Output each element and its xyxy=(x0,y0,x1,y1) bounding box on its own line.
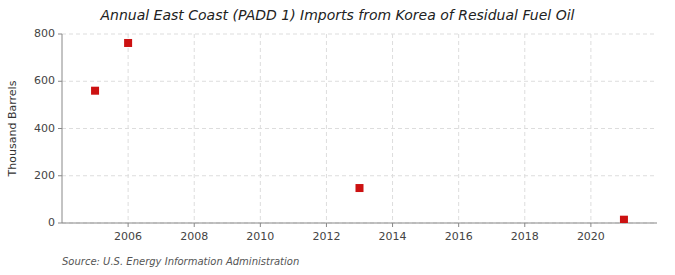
x-tick-label: 2006 xyxy=(114,230,142,243)
y-tick xyxy=(58,175,62,176)
source: Source: U.S. Energy Information Administ… xyxy=(62,256,299,267)
y-tick-label: 0 xyxy=(48,216,55,229)
x-grid-line xyxy=(326,34,327,223)
y-tick-label: 400 xyxy=(34,122,55,135)
x-tick xyxy=(524,223,525,227)
x-tick xyxy=(458,223,459,227)
x-grid-line xyxy=(260,34,261,223)
point xyxy=(620,216,628,223)
point xyxy=(356,184,364,192)
x-tick xyxy=(590,223,591,227)
x-tick-label: 2016 xyxy=(445,230,473,243)
x-tick-label: 2008 xyxy=(180,230,208,243)
y-tick xyxy=(58,81,62,82)
x-grid-line xyxy=(128,34,129,223)
y-axis-title: Thousand Barrels xyxy=(6,80,19,177)
title: Annual East Coast (PADD 1) Imports from … xyxy=(100,7,575,23)
points xyxy=(91,39,628,223)
chart-svg: 0 200 400 600 800 2006 2008 2010 2012 2014 2016 201… xyxy=(0,0,675,275)
y-tick xyxy=(58,128,62,129)
y-grid-line xyxy=(62,128,657,129)
x-tick-label: 2014 xyxy=(379,230,407,243)
x-tick-label: 2010 xyxy=(246,230,274,243)
y-grid-line xyxy=(62,223,657,224)
chart-container: 0 200 400 600 800 2006 2008 2010 2012 2014 2016 201… xyxy=(0,0,675,275)
y-tick xyxy=(58,34,62,35)
x-grid-line xyxy=(458,34,459,223)
y-grid-line xyxy=(62,175,657,176)
x-grid-line xyxy=(392,34,393,223)
x-grid-line xyxy=(524,34,525,223)
x-tick-label: 2012 xyxy=(312,230,340,243)
x-tick xyxy=(194,223,195,227)
x-tick xyxy=(260,223,261,227)
axes: 0 200 400 600 800 2006 2008 2010 2012 2014 2016 201… xyxy=(34,27,605,243)
y-tick-label: 200 xyxy=(34,169,55,182)
point xyxy=(124,39,132,47)
x-axis-line xyxy=(62,223,657,224)
x-tick-label: 2018 xyxy=(511,230,539,243)
x-grid-line xyxy=(590,34,591,223)
x-tick xyxy=(392,223,393,227)
y-tick-label: 600 xyxy=(34,74,55,87)
x-tick xyxy=(128,223,129,227)
y-tick-label: 800 xyxy=(34,27,55,40)
x-tick xyxy=(326,223,327,227)
grid xyxy=(62,34,657,223)
y-tick xyxy=(58,223,62,224)
y-grid-line xyxy=(62,34,657,35)
x-tick-label: 2020 xyxy=(577,230,605,243)
point xyxy=(91,87,99,95)
x-grid-line xyxy=(194,34,195,223)
y-grid-line xyxy=(62,81,657,82)
